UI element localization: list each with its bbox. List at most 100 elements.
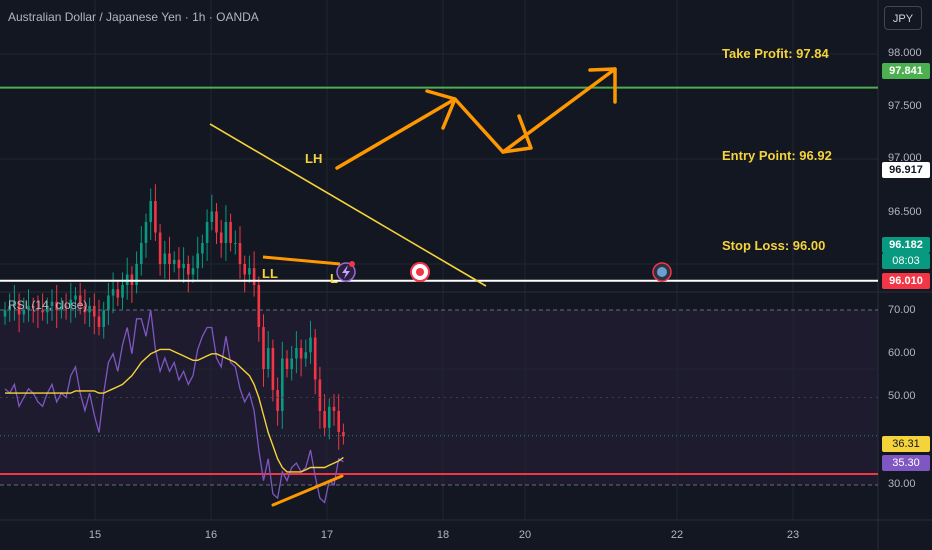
arrow-head — [425, 89, 457, 130]
candle-body — [125, 274, 129, 285]
rsi-label: RSI (14, close) — [8, 298, 88, 312]
time-tick: 16 — [204, 529, 218, 541]
rsi-tick: 70.00 — [888, 304, 916, 316]
take-profit-label: Take Profit: 97.84 — [722, 46, 829, 61]
candle-body — [116, 289, 120, 298]
event-icon-dot — [416, 268, 424, 276]
candle-body — [135, 264, 138, 285]
entry-point-label: Entry Point: 96.92 — [722, 148, 832, 163]
candle-body — [313, 337, 317, 380]
candle-body — [328, 406, 331, 428]
candle-body — [154, 201, 157, 233]
level-lines — [0, 86, 878, 475]
candle-body — [332, 406, 336, 411]
candle-body — [238, 243, 242, 264]
candle-body — [210, 211, 214, 222]
rsi-tick: 30.00 — [888, 478, 916, 490]
candle-body — [271, 348, 275, 390]
rsi-ma-line — [5, 348, 344, 473]
candle-body — [74, 295, 77, 300]
lower-high-label: LH — [305, 151, 323, 166]
candle-body — [13, 301, 16, 306]
candle-body — [182, 264, 185, 269]
take-profit-badge: 97.841 — [882, 63, 930, 79]
candle-body — [337, 411, 340, 432]
candle-body — [191, 268, 195, 275]
candle-body — [60, 306, 63, 311]
rsi-tick: 50.00 — [888, 390, 916, 402]
candle-body — [229, 222, 232, 243]
candle-body — [252, 268, 256, 285]
candle-body — [64, 306, 68, 309]
time-tick: 15 — [88, 529, 102, 541]
price-tick: 97.000 — [888, 152, 922, 164]
candle-body — [266, 348, 270, 369]
candle-body — [3, 310, 7, 317]
lower-low-label-2: L — [330, 271, 338, 286]
candle-body — [257, 285, 261, 327]
stop-loss-label: Stop Loss: 96.00 — [722, 238, 826, 253]
candle-body — [276, 390, 279, 411]
lightning-glyph — [342, 265, 350, 279]
time-tick: 20 — [518, 529, 532, 541]
candle-body — [93, 306, 96, 317]
chart-title: Australian Dollar / Japanese Yen · 1h · … — [8, 10, 259, 24]
candle-body — [41, 310, 44, 313]
candle-body — [50, 301, 54, 306]
candle-body — [243, 264, 246, 275]
candle-body — [27, 306, 30, 311]
candle-body — [205, 222, 209, 243]
rsi-ma-badge: 36.31 — [882, 436, 930, 452]
candle-body — [201, 243, 204, 254]
candle-body — [17, 301, 21, 315]
trendline — [209, 123, 487, 287]
candle-body — [121, 285, 124, 298]
candle-body — [46, 306, 49, 313]
alert-dot — [349, 261, 355, 267]
candle-body — [304, 352, 308, 359]
arrow-head — [501, 114, 533, 154]
arrow-head — [588, 67, 617, 104]
candle-body — [111, 289, 115, 296]
candle-body — [83, 306, 87, 313]
candle-body — [31, 306, 35, 309]
projection-path — [335, 67, 617, 170]
candle-body — [309, 337, 312, 353]
candle-body — [234, 243, 237, 244]
candle-body — [290, 358, 293, 369]
current-price-badge: 96.182 — [882, 237, 930, 253]
price-tick: 97.500 — [888, 100, 922, 112]
candle-body — [102, 310, 105, 327]
candle-body — [163, 253, 167, 264]
candle-body — [177, 259, 181, 269]
time-tick: 22 — [670, 529, 684, 541]
candle-body — [318, 379, 322, 411]
candle-body — [149, 201, 152, 222]
stop-loss-badge: 96.010 — [882, 273, 930, 289]
candle-body — [144, 222, 148, 243]
candle-body — [215, 211, 218, 233]
currency-button[interactable]: JPY — [884, 6, 922, 30]
candle-body — [187, 264, 190, 275]
candle-body — [323, 411, 326, 428]
time-tick: 23 — [786, 529, 800, 541]
candle-body — [172, 259, 176, 264]
entry-badge: 96.917 — [882, 162, 930, 178]
candle-body — [69, 299, 73, 309]
candle-body — [248, 268, 251, 275]
candle-body — [107, 295, 110, 311]
rsi-plot — [0, 309, 878, 507]
bar-countdown: 08:03 — [882, 253, 930, 269]
candle-body — [140, 243, 143, 264]
flag-icon-inner — [657, 267, 667, 277]
event-markers — [336, 261, 672, 282]
drawings — [209, 67, 617, 287]
candle-body — [22, 310, 26, 315]
candle-body — [130, 274, 134, 285]
price-tick: 96.500 — [888, 206, 922, 218]
rsi-divergence-line — [271, 474, 344, 507]
price-low-line — [262, 255, 341, 266]
candle-body — [8, 306, 11, 311]
candle-body — [281, 358, 284, 411]
